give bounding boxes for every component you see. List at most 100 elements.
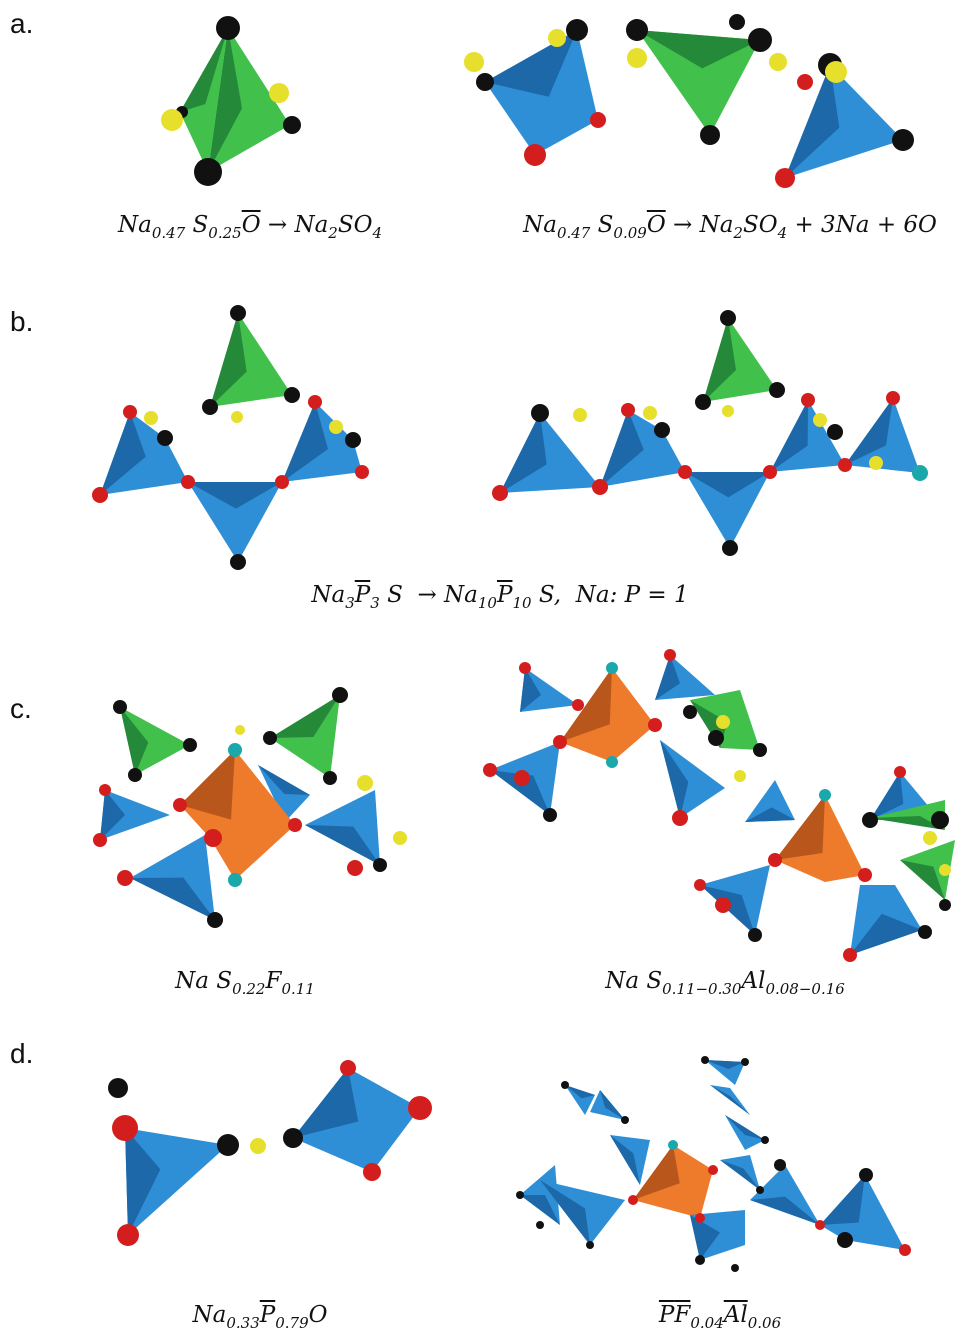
atom bbox=[128, 768, 142, 782]
atom bbox=[722, 405, 734, 417]
formula-part: 3 bbox=[370, 594, 380, 612]
polyhedron-face bbox=[565, 1085, 595, 1115]
atom bbox=[113, 700, 127, 714]
formula-part: 0.79 bbox=[275, 1314, 308, 1332]
formula-part: O bbox=[647, 212, 666, 238]
atom bbox=[838, 458, 852, 472]
formula-part: O bbox=[242, 212, 261, 238]
atom bbox=[627, 48, 647, 68]
formula-part: O bbox=[309, 1302, 328, 1328]
formula-part: F bbox=[265, 968, 281, 994]
formula-caption: Na0.47 S0.25O → Na2SO4 bbox=[118, 212, 382, 242]
atom bbox=[536, 1221, 544, 1229]
atom bbox=[606, 662, 618, 674]
formula-part: 10 bbox=[478, 594, 497, 612]
panel-label: b. bbox=[10, 306, 33, 338]
formula-caption: PF0.04Al0.06 bbox=[659, 1302, 781, 1332]
atom bbox=[194, 158, 222, 186]
atom bbox=[228, 743, 242, 757]
atom bbox=[230, 554, 246, 570]
panel-label: d. bbox=[10, 1038, 33, 1070]
formula-caption: Na S0.11−0.30Al0.08−0.16 bbox=[605, 968, 845, 998]
atom bbox=[340, 1060, 356, 1076]
atom bbox=[862, 812, 878, 828]
atom bbox=[695, 1255, 705, 1265]
formula-part: 0.22 bbox=[232, 980, 265, 998]
atom bbox=[108, 1078, 128, 1098]
atom bbox=[858, 868, 872, 882]
formula-part: 0.11−0.30 bbox=[662, 980, 741, 998]
formula-part: Na bbox=[193, 1302, 227, 1328]
atom bbox=[363, 1163, 381, 1181]
formula-part: 0.09 bbox=[613, 224, 646, 242]
atom bbox=[621, 1116, 629, 1124]
formula-part: 0.47 bbox=[152, 224, 185, 242]
formula-part: 10 bbox=[512, 594, 531, 612]
atom bbox=[664, 649, 676, 661]
atom bbox=[825, 61, 847, 83]
atom bbox=[357, 775, 373, 791]
formula-part: S, Na: P = 1 bbox=[532, 582, 689, 608]
atom bbox=[748, 928, 762, 942]
atom bbox=[566, 19, 588, 41]
atom bbox=[514, 770, 530, 786]
atom bbox=[668, 1140, 678, 1150]
atom bbox=[531, 404, 549, 422]
formula-part: Na S bbox=[605, 968, 662, 994]
formula-part: 0.25 bbox=[208, 224, 241, 242]
atom bbox=[774, 1159, 786, 1171]
atom bbox=[720, 310, 736, 326]
formula-caption: Na S0.22F0.11 bbox=[175, 968, 315, 998]
atom bbox=[332, 687, 348, 703]
atom bbox=[217, 1134, 239, 1156]
atom bbox=[586, 1241, 594, 1249]
polyhedron-shade bbox=[820, 1175, 865, 1225]
atom bbox=[476, 73, 494, 91]
formula-part: S bbox=[185, 212, 208, 238]
atom bbox=[524, 144, 546, 166]
atom bbox=[731, 1264, 739, 1272]
atom bbox=[654, 422, 670, 438]
atom bbox=[695, 1213, 705, 1223]
atom bbox=[573, 408, 587, 422]
atom bbox=[753, 743, 767, 757]
atom bbox=[678, 465, 692, 479]
formula-part: P bbox=[355, 582, 370, 608]
atom bbox=[813, 413, 827, 427]
formula-part: Na bbox=[311, 582, 345, 608]
formula-part: 0.11 bbox=[281, 980, 314, 998]
atom bbox=[819, 789, 831, 801]
atom bbox=[355, 465, 369, 479]
polyhedron-face bbox=[750, 1165, 820, 1225]
formula-part: P bbox=[260, 1302, 275, 1328]
atom bbox=[92, 487, 108, 503]
atom bbox=[250, 1138, 266, 1154]
atom bbox=[572, 699, 584, 711]
atom bbox=[284, 387, 300, 403]
atom bbox=[716, 715, 730, 729]
formula-part: 0.04 bbox=[690, 1314, 723, 1332]
atom bbox=[157, 430, 173, 446]
atom bbox=[483, 763, 497, 777]
structures bbox=[0, 0, 956, 1339]
atom bbox=[729, 14, 745, 30]
formula-part: + 3Na + 6O bbox=[787, 212, 937, 238]
atom bbox=[708, 1165, 718, 1175]
formula-part: Na S bbox=[175, 968, 232, 994]
atom bbox=[700, 125, 720, 145]
atom bbox=[722, 540, 738, 556]
atom bbox=[373, 858, 387, 872]
atom bbox=[492, 485, 508, 501]
formula-part: 2 bbox=[733, 224, 743, 242]
atom bbox=[683, 705, 697, 719]
formula-part: S → Na bbox=[380, 582, 478, 608]
formula-part: Na bbox=[523, 212, 557, 238]
formula-part: Na bbox=[118, 212, 152, 238]
atom bbox=[797, 74, 813, 90]
atom bbox=[393, 831, 407, 845]
formula-part: 2 bbox=[328, 224, 338, 242]
formula-part: 0.08−0.16 bbox=[765, 980, 844, 998]
atom bbox=[827, 424, 843, 440]
atom bbox=[592, 479, 608, 495]
atom bbox=[93, 833, 107, 847]
